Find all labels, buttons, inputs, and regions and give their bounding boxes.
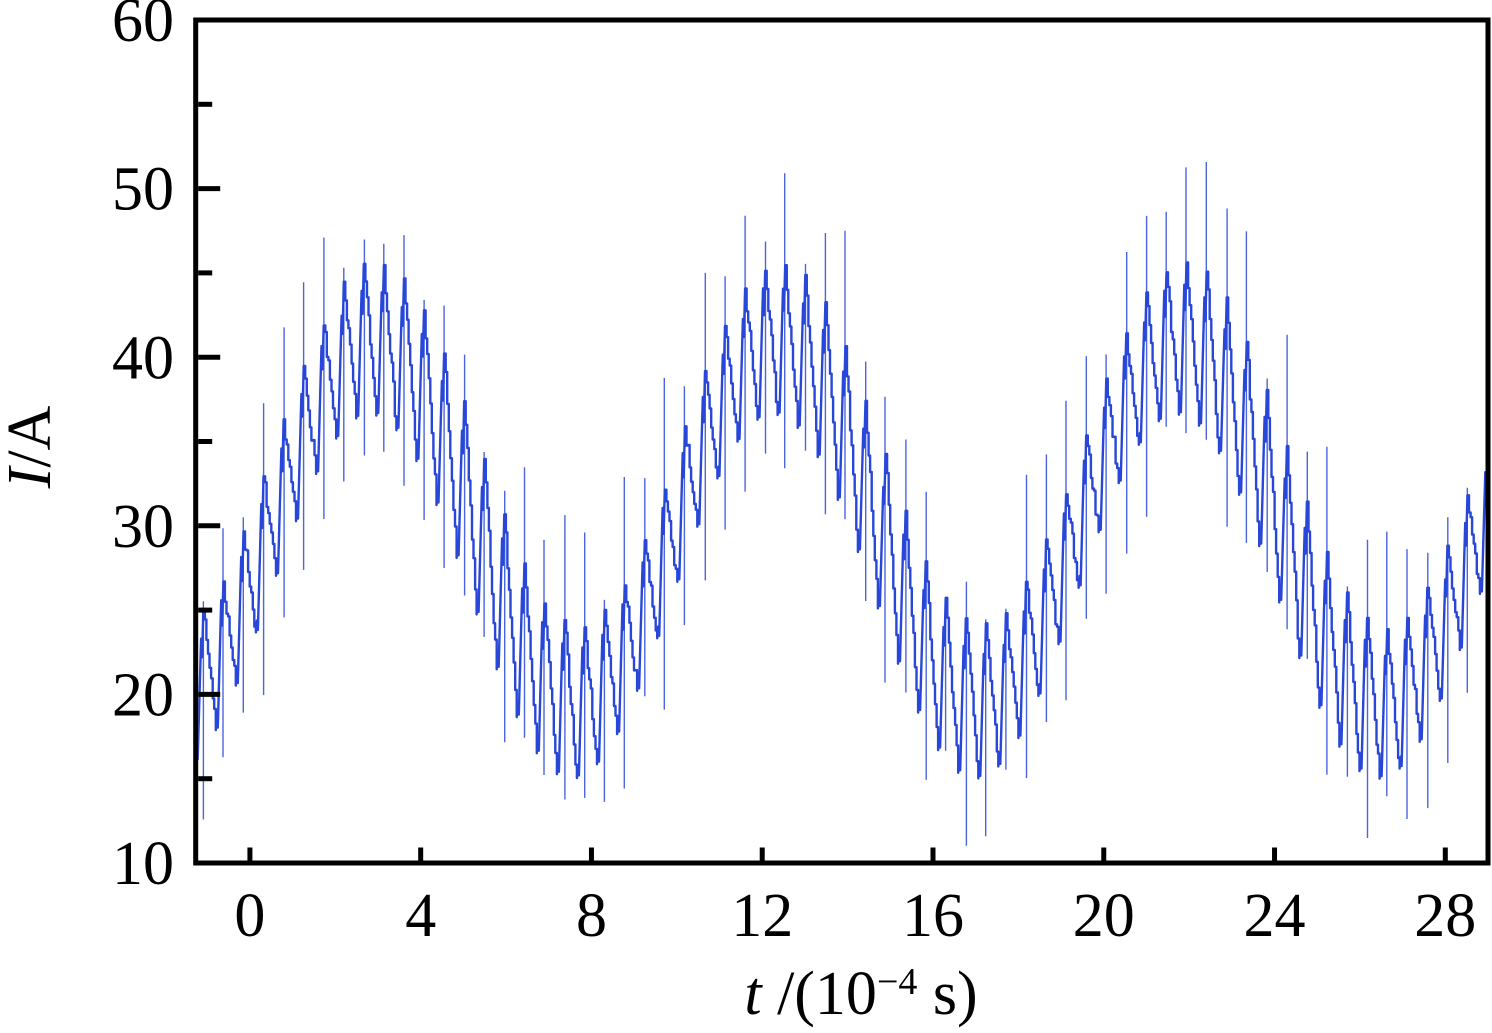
x-tick-label-4: 4 [405,882,436,950]
plot-frame [193,17,1491,866]
x-tick-label-12: 12 [731,882,793,950]
x-tick-label-8: 8 [576,882,607,950]
y-axis-label: I/A [0,405,64,489]
y-tick-labels: 10 20 30 40 50 60 [112,0,174,898]
x-tick-label-16: 16 [902,882,964,950]
y-tick-label-60: 60 [112,0,174,55]
y-axis-label-text: I/A [0,405,64,489]
x-axis-label: t /(10−4 s) [744,960,977,1028]
x-tick-label-28: 28 [1414,882,1476,950]
y-tick-label-50: 50 [112,156,174,224]
axes-box [193,17,1491,866]
x-tick-labels: 0 4 8 12 16 20 24 28 [234,882,1476,950]
y-tick-label-40: 40 [112,324,174,392]
waveform-series [198,162,1486,846]
current-trace [198,261,1486,780]
x-tick-label-20: 20 [1073,882,1135,950]
x-tick-label-0: 0 [234,882,265,950]
x-tick-label-24: 24 [1244,882,1306,950]
y-tick-label-10: 10 [112,830,174,898]
x-axis-label-text: t /(10−4 s) [744,960,977,1028]
y-tick-label-20: 20 [112,661,174,729]
axis-ticks [198,101,1448,861]
y-tick-label-30: 30 [112,493,174,561]
